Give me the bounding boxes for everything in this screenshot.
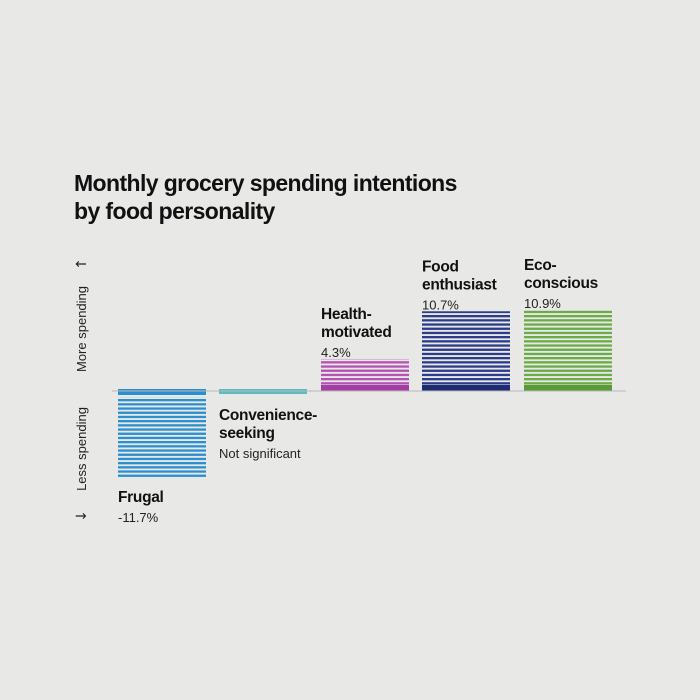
value-label-frugal: -11.7% [118, 510, 159, 525]
chart-title-line-2: by food personality [74, 198, 276, 224]
category-label-foodenthusiast-1: Food [422, 258, 459, 275]
bar-ecoconscious [524, 309, 612, 385]
category-label-ecoconscious-2: conscious [524, 275, 598, 292]
bars-group [118, 309, 612, 479]
direction-axis: ↑ More spending Less spending ↓ [74, 258, 90, 522]
less-spending-label: Less spending [74, 407, 89, 491]
value-label-foodenthusiast: 10.7% [422, 297, 459, 312]
category-label-healthmotivated-2: motivated [321, 324, 392, 341]
value-label-healthmotivated: 4.3% [321, 345, 351, 360]
bar-accent-frugal [118, 389, 206, 395]
category-label-convenienceseeking-1: Convenience- [219, 407, 317, 424]
value-label-ecoconscious: 10.9% [524, 296, 561, 311]
bar-frugal [118, 397, 206, 479]
category-label-healthmotivated-1: Health- [321, 306, 372, 323]
category-label-convenienceseeking-2: seeking [219, 425, 275, 442]
bar-accent-foodenthusiast [422, 385, 510, 391]
value-label-convenienceseeking: Not significant [219, 446, 301, 461]
category-label-foodenthusiast-2: enthusiast [422, 276, 497, 293]
category-label-frugal: Frugal [118, 489, 164, 506]
up-arrow-icon: ↑ [74, 258, 90, 270]
bar-accent-healthmotivated [321, 385, 409, 391]
more-spending-label: More spending [74, 286, 89, 372]
chart-title-line-1: Monthly grocery spending intentions [74, 170, 457, 196]
bar-foodenthusiast [422, 311, 510, 385]
bar-healthmotivated [321, 358, 409, 385]
category-label-ecoconscious-1: Eco- [524, 257, 557, 274]
labels-group: Frugal -11.7% Convenience-seeking Not signi… [118, 257, 598, 525]
down-arrow-icon: ↓ [74, 510, 90, 522]
bar-accent-ecoconscious [524, 385, 612, 391]
